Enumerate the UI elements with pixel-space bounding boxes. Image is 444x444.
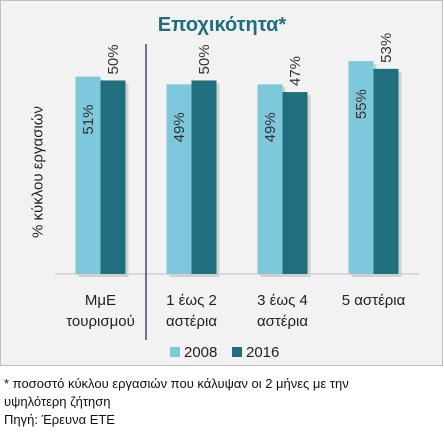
data-label-2008-0: 51% <box>80 105 97 135</box>
legend-swatch-2016 <box>232 347 242 357</box>
chart-title: Εποχικότητα* <box>157 14 287 36</box>
category-label-1: 1 έως 2 <box>166 292 217 309</box>
category-label-2: αστέρια <box>257 313 308 330</box>
legend-swatch-2008 <box>170 347 180 357</box>
data-label-2016-2: 47% <box>287 56 304 86</box>
source-note: Πηγή: Έρευνα ΕΤΕ <box>4 412 115 427</box>
category-label-2: 3 έως 4 <box>257 292 308 309</box>
bar-chart: 51% 50% ΜμΕ τουρισμού 49% 50% 1 έως 2 αστέρια 49… <box>55 33 419 361</box>
category-label-1: αστέρια <box>166 313 217 330</box>
data-label-2008-2: 49% <box>262 112 279 142</box>
bar-2008-1 <box>166 84 192 275</box>
data-label-2008-3: 55% <box>353 89 370 119</box>
footnote-line-1: * ποσοστό κύκλου εργασιών που κάλυψαν οι… <box>4 376 349 391</box>
bar-2016-2 <box>282 92 308 274</box>
bar-2008-2 <box>257 84 283 275</box>
bar-2008-0 <box>75 76 101 274</box>
footnote: * ποσοστό κύκλου εργασιών που κάλυψαν οι… <box>4 375 440 429</box>
bar-2016-3 <box>373 68 399 274</box>
bar-2016-0 <box>100 80 126 274</box>
data-label-2008-1: 49% <box>171 112 188 142</box>
data-label-2016-0: 50% <box>105 44 122 74</box>
data-label-2016-1: 50% <box>196 44 213 74</box>
category-label-0: τουρισμού <box>66 313 135 330</box>
footnote-line-2: υψηλότερη ζήτηση <box>4 394 111 409</box>
legend-label-2008: 2008 <box>184 344 217 361</box>
bar-2016-1 <box>191 80 217 274</box>
bar-2008-3 <box>348 61 374 275</box>
category-label-3: 5 αστέρια <box>342 292 406 309</box>
data-label-2016-3: 53% <box>378 33 395 63</box>
category-label-0: ΜμΕ <box>85 292 116 309</box>
legend-label-2016: 2016 <box>246 344 279 361</box>
